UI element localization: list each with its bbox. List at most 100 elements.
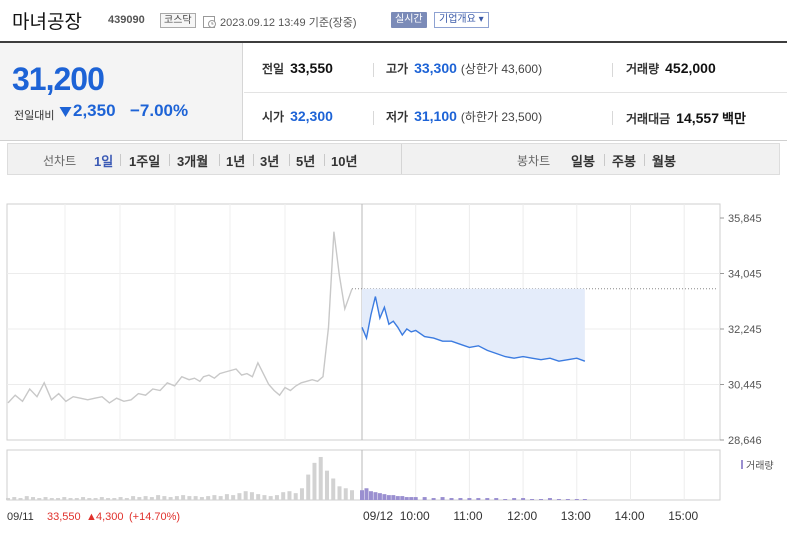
tab-3month[interactable]: 3개월 [177,154,209,169]
stats-row-divider [244,92,787,93]
volume-bar-prev [49,498,54,500]
volume-bar-today [409,497,414,500]
volume-bar-prev [193,496,198,500]
tab-10year[interactable]: 10년 [331,154,358,169]
volume-bar-prev [118,497,123,500]
volume-bar-today [458,498,463,500]
tab-weekly-candle[interactable]: 주봉 [612,154,636,169]
volume-bar-prev [206,496,211,500]
volume-bar-today [467,498,472,500]
volume-bar-prev [243,491,248,500]
volume-bar-prev [306,474,311,500]
tab-1day[interactable]: 1일 [94,154,114,169]
volume-bar-prev [237,493,242,500]
volume-bar-today [539,499,543,500]
chart-lines [7,231,586,404]
volume-bar-prev [249,492,254,500]
tab-1year[interactable]: 1년 [226,154,246,169]
y-tick-label: 34,045 [728,269,762,281]
volume-bar-today [565,499,570,500]
chart-grid [6,203,724,501]
volume-bar-today [582,499,587,500]
x-tick-label: 13:00 [561,509,591,523]
volume-bar-prev [62,497,67,500]
x-tick-label: 09/12 [363,509,393,523]
realtime-button[interactable]: 실시간 [391,12,427,28]
volume-bar-prev [68,498,73,500]
volume-legend-swatch [741,460,743,469]
stat-value: 33,300 [414,60,457,76]
volume-bar-prev [312,462,317,500]
volume-bar-today [574,499,579,500]
stat-value: 31,100 [414,108,457,124]
tab-1week[interactable]: 1주일 [129,154,161,169]
volume-bar-today [503,499,508,500]
volume-bar-today [368,491,373,500]
volume-bar-prev [293,493,298,500]
stat-prev-close: 전일 33,550 [262,60,333,77]
column-separator [612,111,613,125]
volume-bars [6,456,587,500]
volume-bar-prev [343,488,348,500]
volume-bar-prev [106,498,111,500]
volume-bar-today [386,495,391,500]
chart-labels: 35,845 34,045 32,245 30,445 28,646 거래량 09/12 10… [7,213,774,523]
volume-bar-prev [262,495,267,500]
volume-bar-prev [12,497,17,500]
today-price-line [361,296,586,362]
volume-bar-today [391,495,396,500]
volume-bar-prev [137,497,142,500]
change-amount: 2,350 [73,101,116,120]
footer-rate: (+14.70%) [129,511,180,523]
volume-bar-today [449,498,454,500]
x-tick-label: 10:00 [400,509,430,523]
footer-arrow: ▲ [86,511,97,523]
volume-bar-prev [87,498,92,500]
tab-monthly-candle[interactable]: 월봉 [652,154,676,169]
volume-bar-today [431,498,436,500]
footer-change: 4,300 [96,511,124,523]
column-separator [373,63,374,77]
data-timestamp: 2023.09.12 13:49 기준(장중) [220,17,357,29]
stat-open: 시가 32,300 [262,108,333,125]
tab-separator [289,154,290,166]
footer-close: 33,550 [47,511,81,523]
x-tick-label: 12:00 [507,509,537,523]
volume-bar-today [530,499,535,500]
volume-bar-prev [337,486,342,500]
volume-bar-today [521,498,526,500]
volume-bar-prev [124,498,129,500]
volume-bar-prev [212,495,217,500]
change-rate: −7.00% [130,101,189,120]
stock-code: 439090 [108,14,145,26]
header-divider [0,41,787,43]
tab-separator [604,154,605,166]
volume-bar-prev [350,490,354,500]
volume-bar-prev [156,495,161,500]
line-chart-label: 선차트 [43,154,77,168]
volume-bar-today [413,497,418,500]
tab-5year[interactable]: 5년 [296,154,316,169]
tab-daily-candle[interactable]: 일봉 [571,154,595,169]
volume-bar-prev [24,496,29,500]
volume-bar-prev [99,497,104,500]
volume-bar-prev [187,496,192,500]
tabbar-divider [401,144,402,174]
stat-label: 고가 [386,62,409,76]
volume-bar-prev [268,496,273,500]
volume-bar-prev [218,496,223,500]
volume-bar-prev [74,498,79,500]
tab-3year[interactable]: 3년 [260,154,280,169]
volume-bar-today [364,488,369,500]
volume-bar-prev [224,494,229,500]
tab-separator [219,154,220,166]
x-tick-label: 14:00 [615,509,645,523]
volume-bar-prev [131,496,136,500]
volume-bar-prev [168,497,173,500]
volume-bar-today [422,497,427,500]
current-price-box: 31,200 전일대비 2,350 −7.00% [0,43,243,140]
volume-bar-prev [331,478,336,500]
volume-bar-prev [37,498,42,500]
company-overview-button[interactable]: 기업개요 ▾ [434,12,489,28]
stat-label: 전일 [262,62,285,76]
